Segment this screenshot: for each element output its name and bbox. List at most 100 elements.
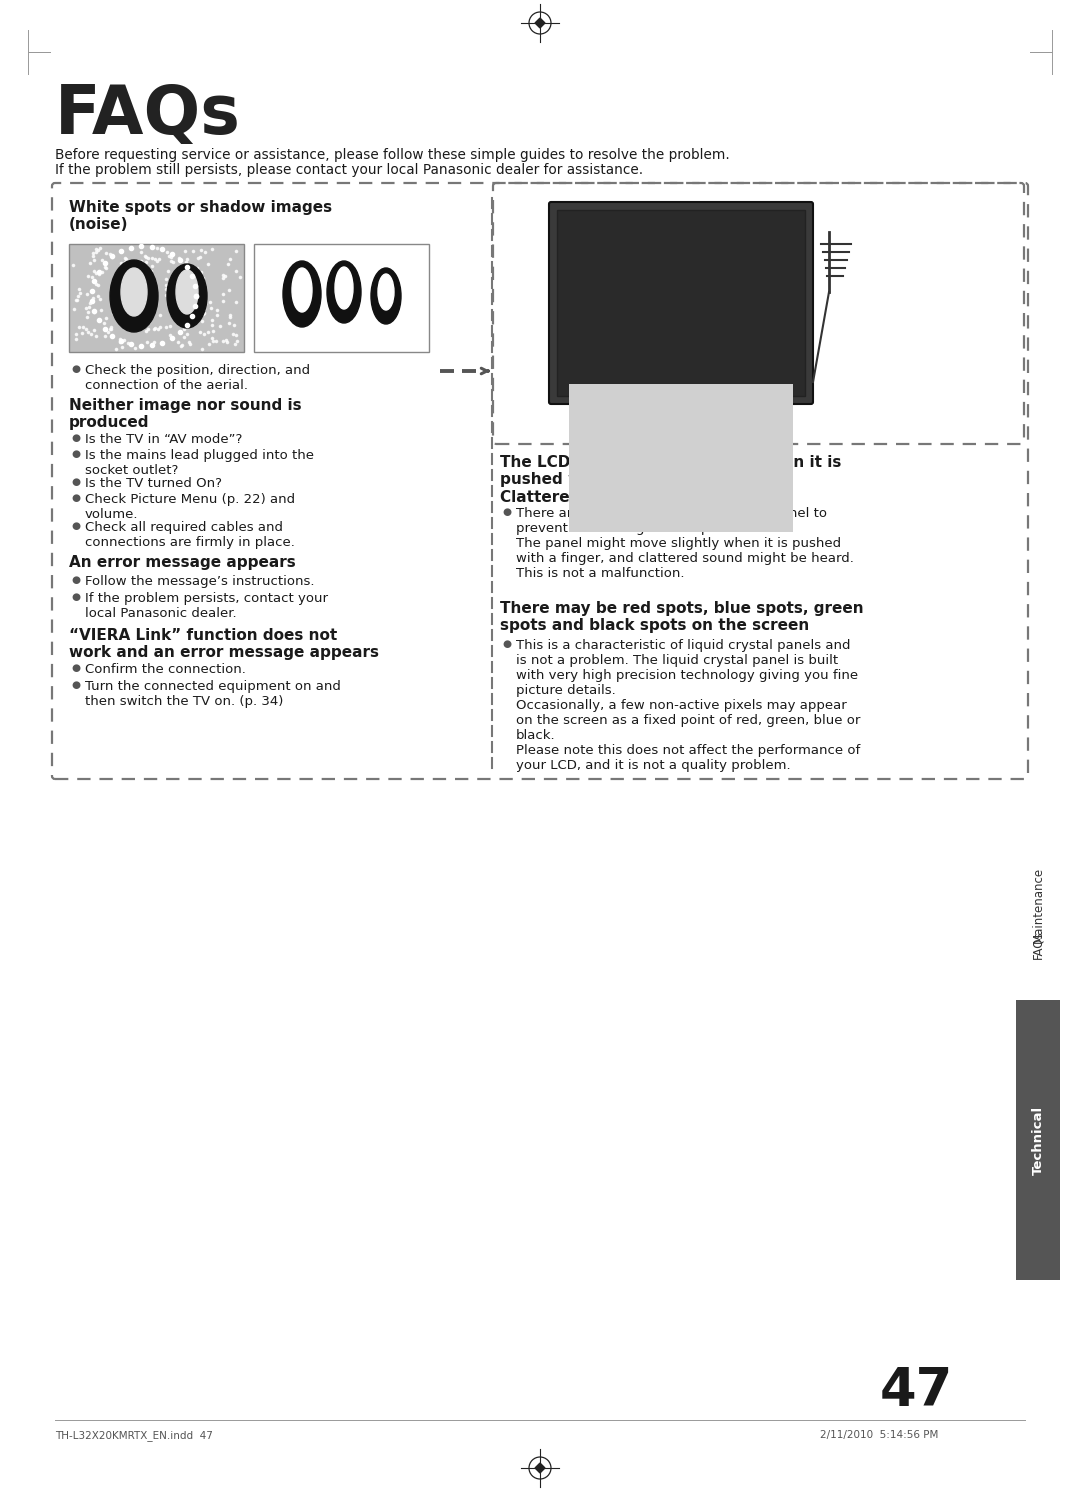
Ellipse shape	[378, 274, 394, 310]
Point	[137, 250, 154, 274]
Point	[191, 319, 208, 343]
Point	[193, 337, 211, 361]
Ellipse shape	[372, 268, 401, 324]
Point	[84, 245, 102, 268]
Point	[195, 285, 213, 309]
Point	[112, 300, 130, 324]
Point	[190, 280, 207, 304]
Text: Is the TV in “AV mode”?: Is the TV in “AV mode”?	[85, 432, 242, 446]
Point	[176, 295, 193, 319]
Point	[96, 255, 113, 279]
Point	[149, 316, 166, 340]
Point	[112, 250, 130, 274]
Text: ●: ●	[71, 663, 80, 672]
Text: Follow the message’s instructions.: Follow the message’s instructions.	[85, 576, 314, 587]
Point	[143, 259, 160, 283]
Point	[194, 297, 212, 321]
Ellipse shape	[176, 270, 198, 315]
Point	[179, 279, 197, 303]
Point	[116, 306, 133, 330]
Point	[102, 242, 119, 265]
Point	[67, 322, 84, 346]
Point	[195, 301, 213, 325]
Point	[148, 236, 165, 259]
Point	[137, 246, 154, 270]
Point	[181, 267, 199, 291]
Point	[84, 242, 102, 265]
Point	[78, 297, 95, 321]
Point	[144, 246, 161, 270]
Text: FAQs: FAQs	[55, 82, 241, 148]
Point	[67, 288, 84, 312]
Point	[92, 288, 109, 312]
Point	[171, 246, 188, 270]
Point	[181, 285, 199, 309]
Point	[133, 240, 150, 264]
Point	[231, 265, 248, 289]
Point	[65, 253, 82, 277]
Point	[186, 274, 203, 298]
Point	[90, 283, 107, 307]
Text: “VIERA Link” function does not
work and an error message appears: “VIERA Link” function does not work and …	[69, 628, 379, 661]
Point	[173, 332, 190, 356]
Point	[84, 286, 102, 310]
Point	[176, 240, 193, 264]
Point	[185, 239, 202, 262]
Point	[208, 298, 226, 322]
Point	[214, 289, 231, 313]
Point	[91, 262, 108, 286]
Point	[141, 300, 159, 324]
Point	[204, 319, 221, 343]
Point	[78, 316, 95, 340]
Text: Neither image nor sound is
produced: Neither image nor sound is produced	[69, 398, 301, 431]
Point	[116, 328, 133, 352]
Point	[134, 295, 151, 319]
Point	[157, 267, 174, 291]
Ellipse shape	[167, 264, 207, 328]
Point	[66, 297, 83, 321]
Text: Is the mains lead plugged into the
socket outlet?: Is the mains lead plugged into the socke…	[85, 449, 314, 477]
Point	[177, 250, 194, 274]
Point	[186, 274, 203, 298]
Point	[117, 246, 134, 270]
Point	[193, 310, 211, 334]
Text: FAQs: FAQs	[1031, 930, 1044, 959]
Point	[85, 259, 103, 283]
Point	[221, 306, 239, 330]
Text: Check Picture Menu (p. 22) and
volume.: Check Picture Menu (p. 22) and volume.	[85, 494, 295, 520]
Point	[220, 312, 238, 335]
Point	[120, 315, 137, 338]
Point	[123, 316, 140, 340]
Text: ●: ●	[71, 592, 80, 602]
Point	[163, 283, 180, 307]
Point	[114, 273, 132, 297]
Text: 47: 47	[880, 1364, 954, 1416]
Point	[97, 256, 114, 280]
Point	[225, 322, 242, 346]
Point	[159, 259, 176, 283]
Point	[176, 295, 193, 319]
Point	[82, 291, 99, 315]
Point	[90, 273, 107, 297]
Point	[202, 295, 219, 319]
Point	[212, 315, 229, 338]
Point	[85, 248, 103, 271]
Point	[170, 268, 187, 292]
Text: Check all required cables and
connections are firmly in place.: Check all required cables and connection…	[85, 520, 295, 549]
Point	[137, 319, 154, 343]
Point	[172, 334, 189, 358]
Point	[90, 239, 107, 262]
Point	[228, 259, 245, 283]
Point	[96, 324, 113, 347]
FancyBboxPatch shape	[254, 245, 429, 352]
Point	[83, 322, 100, 346]
Point	[126, 249, 144, 273]
Point	[221, 303, 239, 327]
Ellipse shape	[335, 267, 353, 309]
Point	[68, 288, 85, 312]
FancyBboxPatch shape	[1016, 1000, 1059, 1279]
Ellipse shape	[283, 261, 321, 327]
Point	[97, 306, 114, 330]
Point	[85, 319, 103, 343]
Point	[192, 261, 210, 285]
